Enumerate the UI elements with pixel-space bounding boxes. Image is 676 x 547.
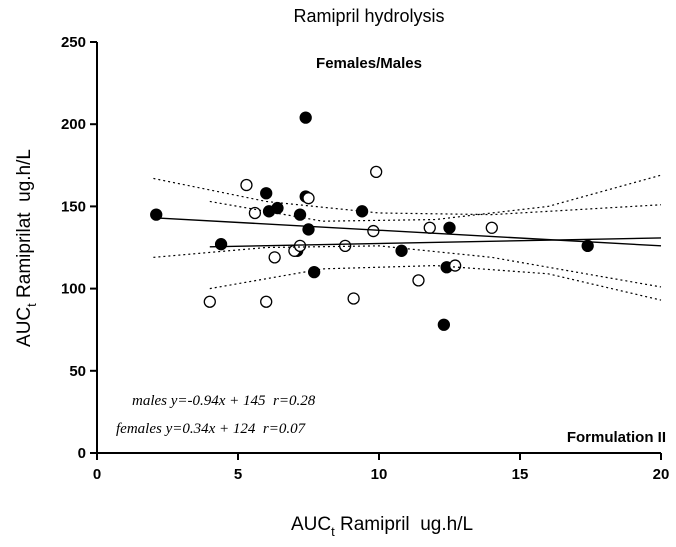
label-part: t <box>24 303 39 307</box>
subtitle: Females/Males <box>316 55 422 72</box>
y-tick-label: 150 <box>61 198 86 215</box>
chart-title: Ramipril hydrolysis <box>293 6 444 26</box>
x-axis-label: AUCt Ramipril ug.h/L <box>291 514 473 539</box>
label-part: t <box>331 524 335 539</box>
point <box>347 292 360 305</box>
point <box>302 192 315 205</box>
regression-line <box>209 237 662 248</box>
y-tick-label: 0 <box>78 445 86 462</box>
annotation: females y=0.34x + 124 r=0.07 <box>116 421 307 437</box>
label-part: Ramiprilat ug.h/L <box>14 149 35 303</box>
point <box>260 295 273 308</box>
point <box>412 274 425 287</box>
point <box>448 259 462 272</box>
point <box>214 238 228 251</box>
confidence-band <box>153 245 662 288</box>
label-part: Ramipril ug.h/L <box>335 514 473 535</box>
point <box>437 318 451 331</box>
regression-line <box>156 217 662 247</box>
point <box>248 206 262 220</box>
confidence-band <box>209 174 662 222</box>
y-axis-label: AUCt Ramiprilat ug.h/L <box>14 149 39 347</box>
annotation: males y=-0.94x + 145 r=0.28 <box>132 393 316 409</box>
point <box>203 295 216 308</box>
point <box>443 221 456 234</box>
y-tick-label: 200 <box>61 116 86 133</box>
point <box>293 239 307 253</box>
x-tick-label: 10 <box>371 466 388 483</box>
point <box>367 224 380 238</box>
point <box>299 111 312 124</box>
confidence-band <box>209 264 662 301</box>
point <box>307 266 321 279</box>
label-part: AUC <box>14 307 35 347</box>
point <box>423 221 436 234</box>
x-tick-label: 5 <box>234 466 242 483</box>
x-tick-label: 0 <box>93 466 101 483</box>
y-tick-label: 50 <box>69 363 86 380</box>
point <box>240 178 253 192</box>
x-tick-label: 20 <box>653 466 670 483</box>
point <box>395 244 408 257</box>
point <box>271 201 284 215</box>
point <box>485 221 498 234</box>
y-tick-label: 250 <box>61 34 86 51</box>
point <box>268 251 281 264</box>
label-part: AUC <box>291 514 331 535</box>
point <box>260 187 273 200</box>
x-tick-label: 15 <box>512 466 529 483</box>
point <box>293 208 307 221</box>
annotation: Formulation II <box>567 429 666 446</box>
point <box>370 165 383 179</box>
point <box>581 239 594 253</box>
confidence-band <box>153 177 662 216</box>
y-tick-label: 100 <box>61 281 86 298</box>
